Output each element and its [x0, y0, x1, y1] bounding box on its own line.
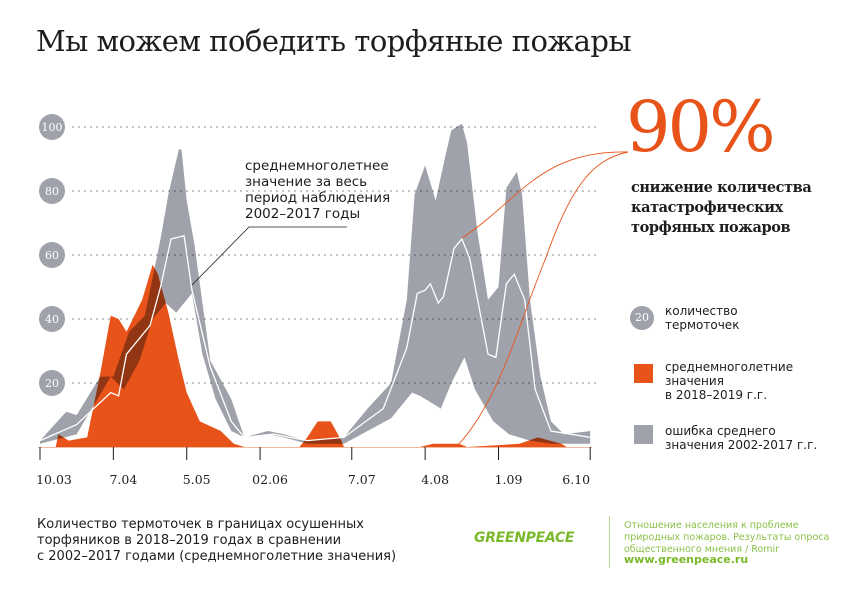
x-axis: 10.03 7.04 5.05 02.06 7.07 4.08 1.09 6.10: [36, 447, 592, 487]
annotation-line: период наблюдения: [245, 190, 390, 206]
caption-line: с 2002–2017 годами (среднемноголетние зн…: [37, 549, 397, 564]
page-title: Мы можем победить торфяные пожары: [36, 24, 632, 58]
y-axis: 20 40 60 80 100: [39, 114, 65, 396]
mean-line-2002-2017: [39, 234, 591, 442]
greenpeace-logo: GREENPEACE: [474, 530, 575, 546]
y-tick-label: 20: [45, 377, 59, 390]
y-tick-circle: [39, 178, 65, 204]
legend-text: значения 2002-2017 г.г.: [665, 438, 818, 452]
annotation-leader-line: [191, 226, 347, 286]
annotation-line: среднемноголетнее: [245, 158, 389, 174]
x-tick-label: 6.10: [562, 472, 590, 487]
website-link[interactable]: www.greenpeace.ru: [624, 553, 749, 566]
legend-text: в 2018–2019 г.г.: [665, 388, 768, 402]
source-line: природных пожаров. Результаты опроса: [624, 532, 830, 543]
highlight-line: снижение количества: [631, 179, 812, 196]
y-tick-circle: [39, 306, 65, 332]
chart-caption: Количество термоточек в границах осушенн…: [37, 517, 457, 565]
area-2018-2019: [55, 264, 591, 447]
source-line: Отношение населения к проблеме: [624, 520, 799, 531]
legend-text: значения: [665, 374, 724, 388]
x-tick-label: 7.04: [109, 472, 137, 487]
x-tick-label: 02.06: [252, 472, 288, 487]
y-tick-circle: [39, 370, 65, 396]
legend-text: количество: [665, 304, 738, 318]
legend-item-error: ошибка среднего значения 2002-2017 г.г.: [665, 424, 817, 452]
annotation-callouts: [191, 151, 629, 446]
highlight-line: торфяных пожаров: [631, 219, 791, 236]
highlight-text: снижение количества катастрофических тор…: [631, 178, 841, 238]
annotation-line: 2002–2017 годы: [245, 206, 360, 222]
highlight-s-curve: [457, 151, 629, 446]
y-tick-circle: [39, 242, 65, 268]
highlight-connector-curve: [461, 151, 629, 239]
legend-item-recent: среднемноголетние значения в 2018–2019 г…: [665, 360, 793, 402]
error-band-2002-2017: [40, 123, 591, 444]
legend-swatch-orange: [634, 364, 653, 383]
legend-text: среднемноголетние: [665, 360, 794, 374]
annotation-line: значение за весь: [245, 174, 367, 190]
x-tick-label: 4.08: [421, 472, 449, 487]
y-tick-circle: [39, 114, 65, 140]
y-tick-label: 60: [45, 249, 59, 262]
annotation-text: среднемноголетнее значение за весь перио…: [245, 158, 390, 222]
highlight-value: 90%: [626, 86, 776, 168]
caption-line: торфяников в 2018–2019 годах в сравнении: [37, 533, 342, 548]
x-tick-label: 5.05: [183, 472, 211, 487]
x-tick-label: 7.07: [348, 472, 376, 487]
source-note: Отношение населения к проблеме природных…: [624, 520, 842, 556]
y-tick-label: 100: [42, 121, 63, 134]
legend-swatch-gray: [634, 425, 653, 444]
source-line: общественного мнения / Romir: [624, 544, 780, 555]
caption-line: Количество термоточек в границах осушенн…: [37, 517, 364, 532]
x-tick-label: 10.03: [36, 472, 72, 487]
y-tick-label: 80: [45, 185, 59, 198]
legend-text: термоточек: [665, 318, 740, 332]
chart-areas: [39, 123, 591, 447]
x-tick-label: 1.09: [495, 472, 523, 487]
legend-text: ошибка среднего: [665, 424, 776, 438]
legend-item-count: количество термоточек: [665, 304, 739, 332]
legend-circle-sample: 20: [630, 306, 654, 330]
highlight-line: катастрофических: [631, 199, 783, 216]
y-tick-label: 40: [45, 313, 59, 326]
footer-divider: [609, 516, 610, 568]
